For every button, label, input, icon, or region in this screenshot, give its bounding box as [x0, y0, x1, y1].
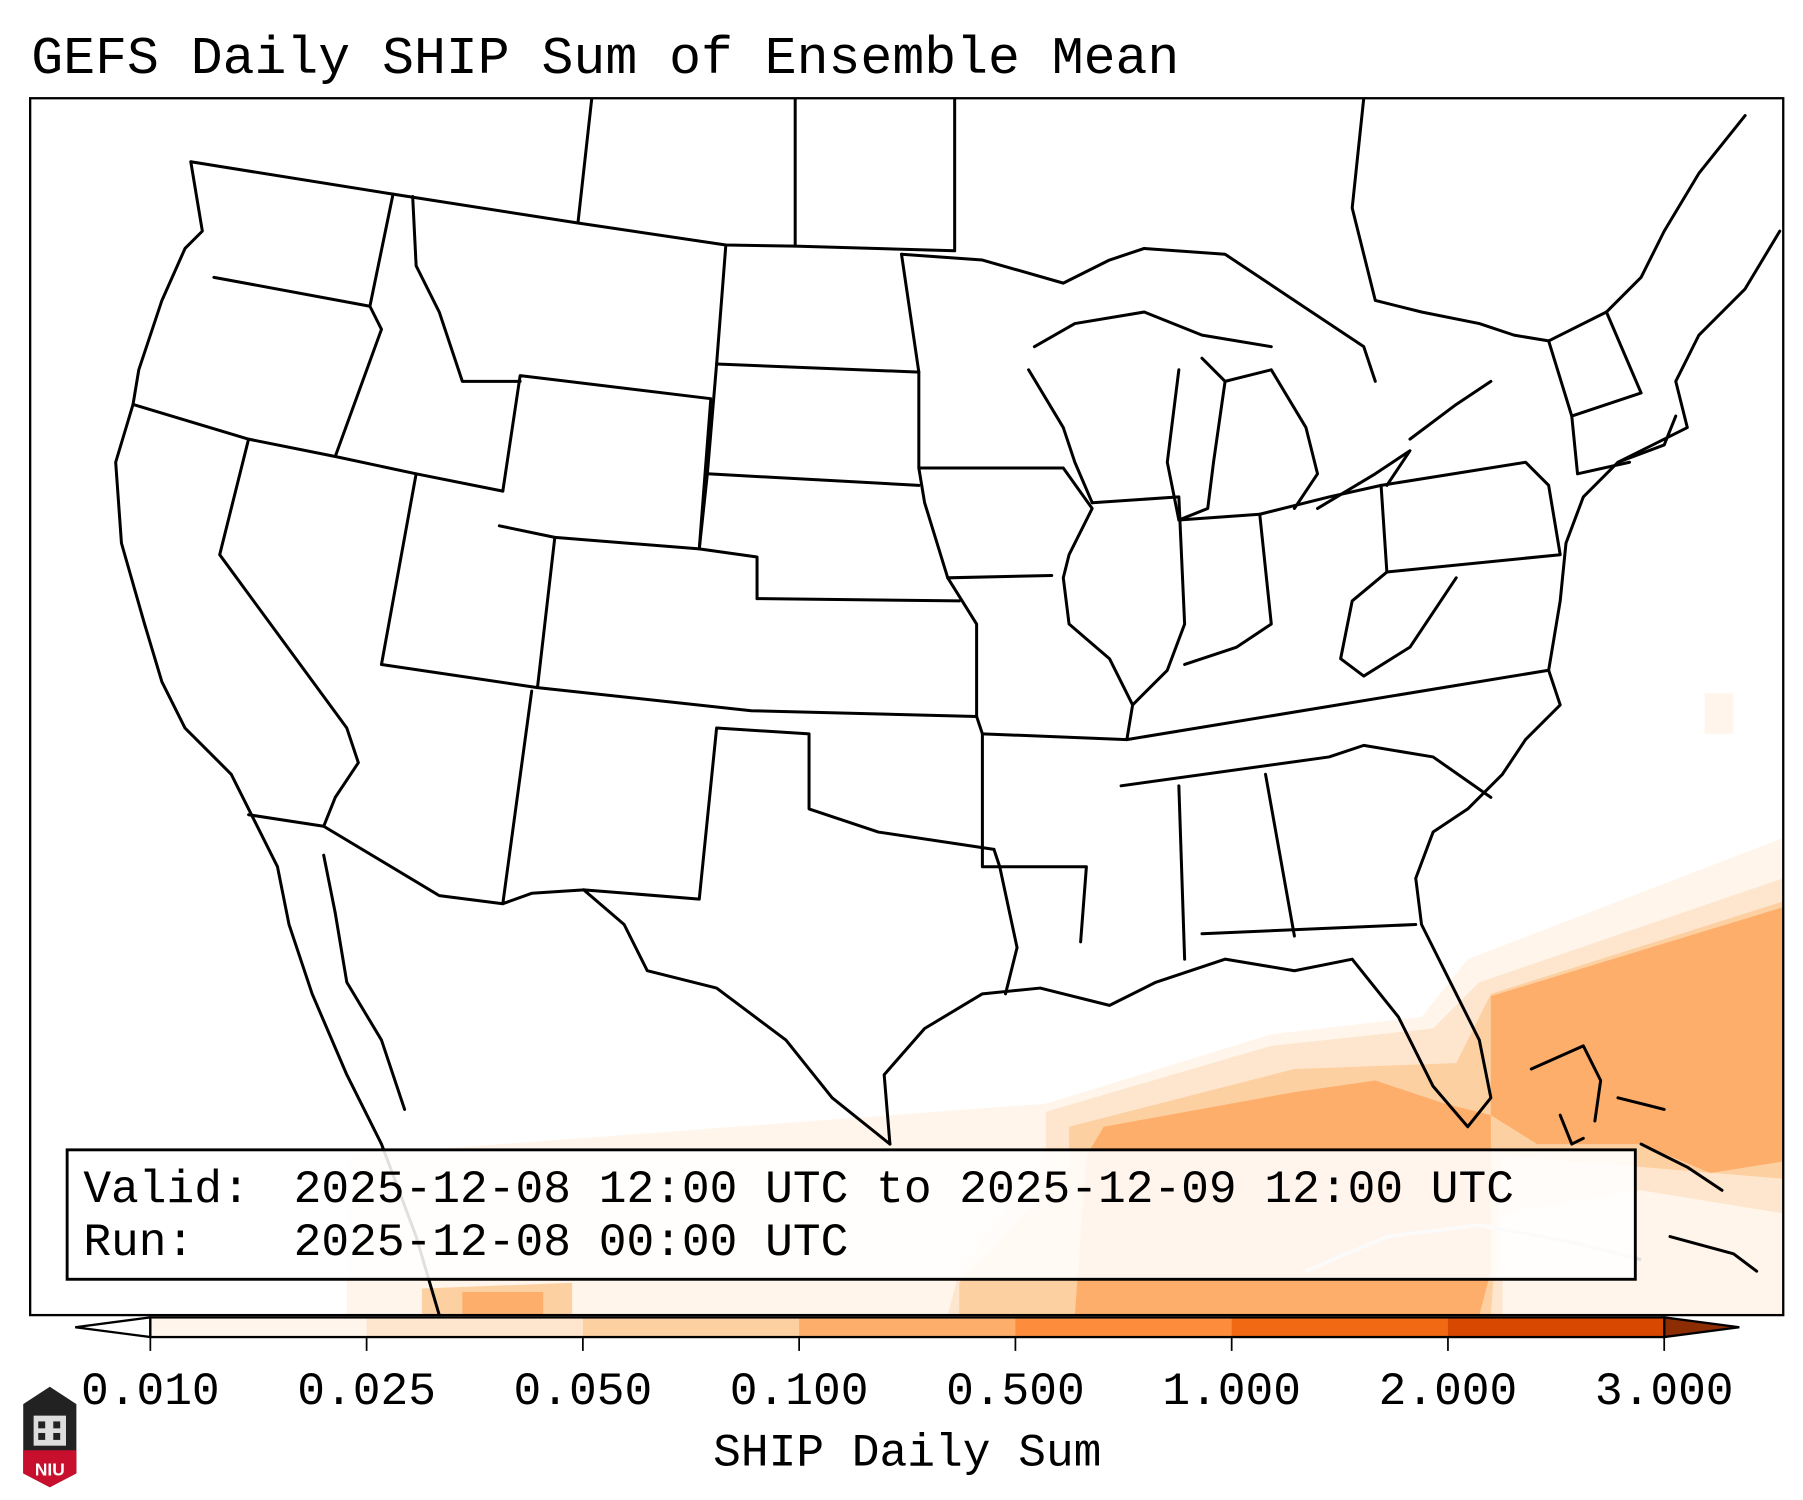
colorbar-tick-label: 0.025: [297, 1366, 436, 1418]
colorbar-tick-label: 0.500: [946, 1366, 1085, 1418]
map-area: [30, 98, 1784, 1316]
colorbar-label: SHIP Daily Sum: [713, 1427, 1101, 1479]
state-borders: [114, 98, 1782, 1316]
field-level-0100-atlantic: [1490, 907, 1784, 1173]
run-time: 2025-12-08 00:00 UTC: [294, 1217, 849, 1269]
colorbar-tick-label: 0.100: [730, 1366, 869, 1418]
colorbar-segment: [150, 1317, 368, 1338]
colorbar-tick-label: 0.050: [514, 1366, 653, 1418]
colorbar-segment: [799, 1317, 1016, 1338]
field-level-0100-south: [462, 1291, 544, 1316]
valid-label: Valid:: [83, 1164, 249, 1216]
field-level-0010-patch: [1704, 693, 1734, 734]
colorbar-tick-label: 0.010: [81, 1366, 220, 1418]
run-label: Run:: [83, 1217, 194, 1269]
colorbar: 0.010 0.025 0.050 0.100 0.500 1.000 2.000 3.000: [75, 1316, 1740, 1418]
colorbar-segment: [582, 1317, 800, 1338]
colorbar-tick-label: 1.000: [1162, 1366, 1301, 1418]
niu-logo: NIU: [23, 1386, 77, 1488]
colorbar-under-extension: [75, 1316, 152, 1339]
map-frame: [29, 97, 1785, 1317]
colorbar-tick-label: 2.000: [1379, 1366, 1518, 1418]
colorbar-over-extension: [1663, 1316, 1740, 1339]
colorbar-segment: [1231, 1317, 1449, 1338]
svg-text:NIU: NIU: [35, 1460, 65, 1480]
colorbar-segment: [1447, 1317, 1665, 1338]
valid-time-range: 2025-12-08 12:00 UTC to 2025-12-09 12:00…: [294, 1164, 1514, 1216]
colorbar-segment: [366, 1317, 584, 1338]
colorbar-outline: [149, 1316, 1666, 1339]
colorbar-tick-label: 3.000: [1595, 1366, 1734, 1418]
colorbar-segment: [1015, 1317, 1233, 1338]
figure-title: GEFS Daily SHIP Sum of Ensemble Mean: [31, 29, 1179, 89]
info-box: Valid: 2025-12-08 12:00 UTC to 2025-12-0…: [65, 1148, 1637, 1281]
